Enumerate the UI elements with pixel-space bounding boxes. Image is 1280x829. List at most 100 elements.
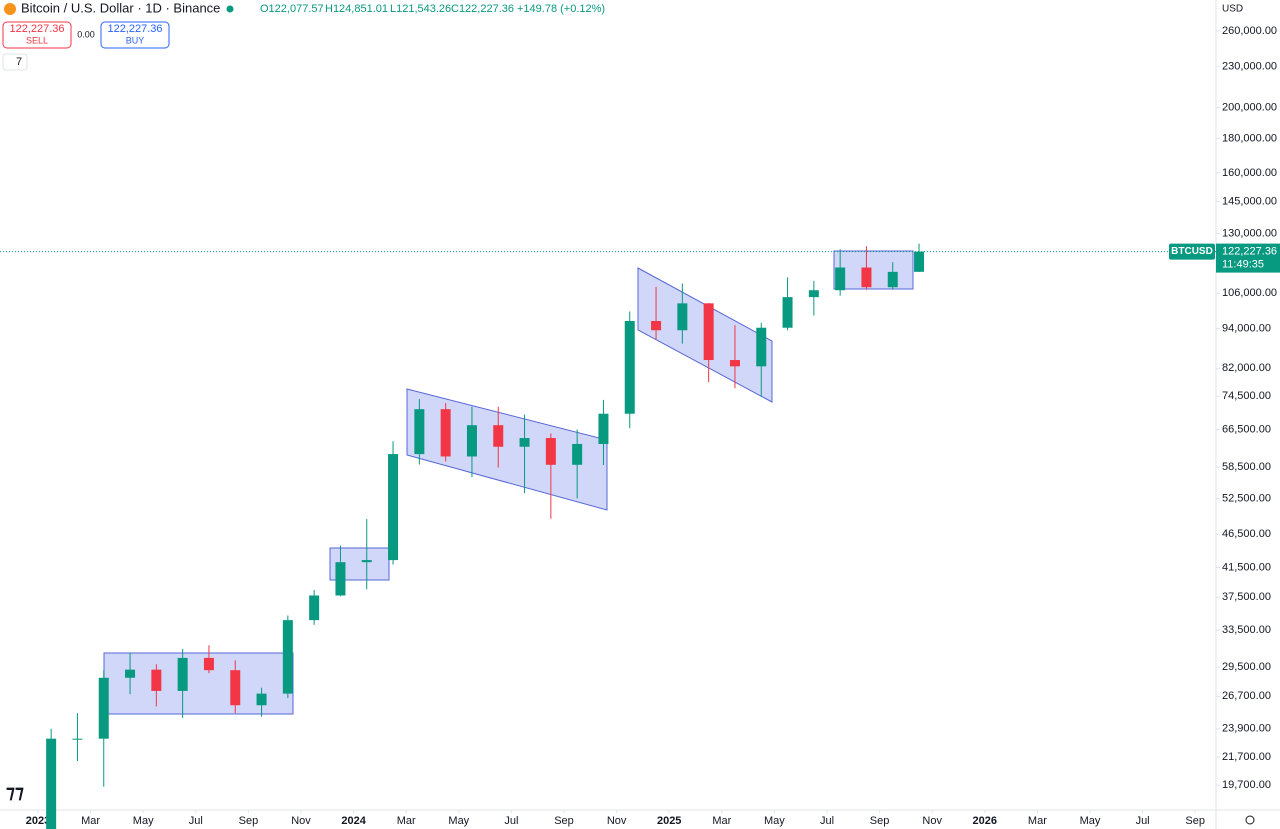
buy-price[interactable]: 122,227.36	[107, 23, 162, 35]
candle-body	[729, 360, 740, 367]
sell-label[interactable]: SELL	[26, 35, 48, 45]
candle-body	[703, 303, 714, 361]
candle-body	[414, 409, 425, 455]
settings-icon[interactable]	[1245, 815, 1255, 825]
x-tick-label: 2026	[973, 815, 997, 827]
candle-body	[72, 738, 83, 740]
candle-body	[861, 267, 872, 288]
x-tick-label: May	[764, 815, 785, 827]
x-tick-label: May	[1080, 815, 1101, 827]
y-tick-label: 46,500.00	[1222, 528, 1271, 540]
y-tick-label: 94,000.00	[1222, 322, 1271, 334]
x-tick-label: 2023	[26, 815, 50, 827]
x-tick-label: Jul	[189, 815, 203, 827]
candle-body	[388, 454, 399, 561]
ohlc-low: L121,543.26	[390, 3, 451, 15]
indicators-toggle[interactable]	[2, 53, 28, 71]
y-tick-label: 82,000.00	[1222, 362, 1271, 374]
y-tick-label: 33,500.00	[1222, 624, 1271, 636]
y-tick-label: 66,500.00	[1222, 423, 1271, 435]
y-tick-label: 37,500.00	[1222, 591, 1271, 603]
x-tick-label: Nov	[607, 815, 627, 827]
status-dot	[226, 5, 234, 13]
candle-body	[335, 562, 346, 596]
candle-body	[835, 267, 846, 291]
x-tick-label: Jul	[820, 815, 834, 827]
x-tick-label: Mar	[81, 815, 100, 827]
y-tick-label: 200,000.00	[1222, 102, 1277, 114]
y-tick-label: 21,700.00	[1222, 751, 1271, 763]
coin-icon	[4, 3, 16, 15]
symbol-tag-label: BTCUSD	[1171, 246, 1213, 257]
price-tag-value: 122,227.36	[1222, 245, 1277, 257]
ohlc-open: O122,077.57	[260, 3, 324, 15]
sell-button[interactable]	[2, 21, 72, 49]
y-tick-label: 41,500.00	[1222, 561, 1271, 573]
candle-body	[203, 657, 214, 671]
candle-body	[125, 669, 136, 678]
ohlc-high: H124,851.01	[325, 3, 388, 15]
spread: 0.00	[77, 29, 95, 39]
channel	[406, 388, 608, 511]
buy-label[interactable]: BUY	[126, 35, 145, 45]
price-tag-countdown: 11:49:35	[1222, 258, 1264, 270]
candle-body	[624, 320, 635, 414]
logo: ⁊⁊	[6, 782, 24, 802]
y-tick-label: 145,000.00	[1222, 196, 1277, 208]
y-tick-label: 29,500.00	[1222, 661, 1271, 673]
y-tick-label: 160,000.00	[1222, 167, 1277, 179]
y-tick-label: 180,000.00	[1222, 132, 1277, 144]
y-tick-label: 52,500.00	[1222, 493, 1271, 505]
buy-button[interactable]	[100, 21, 170, 49]
x-tick-label: Sep	[239, 815, 259, 827]
x-tick-label: May	[448, 815, 469, 827]
ohlc-close: C122,227.36	[451, 3, 514, 15]
candle-body	[519, 438, 530, 447]
x-tick-label: Mar	[397, 815, 416, 827]
candle-body	[282, 620, 293, 694]
candle-body	[177, 657, 188, 691]
candle-body	[151, 669, 162, 691]
candle-body	[361, 560, 372, 563]
y-tick-label: 58,500.00	[1222, 461, 1271, 473]
y-tick-label: 106,000.00	[1222, 287, 1277, 299]
x-tick-label: Sep	[554, 815, 574, 827]
x-tick-label: May	[133, 815, 154, 827]
candle-body	[98, 677, 109, 739]
candle-body	[545, 438, 556, 465]
sell-price[interactable]: 122,227.36	[9, 23, 64, 35]
y-tick-label: 19,700.00	[1222, 779, 1271, 791]
x-tick-label: 2025	[657, 815, 681, 827]
x-tick-label: Sep	[1185, 815, 1205, 827]
symbol-title: Bitcoin / U.S. Dollar · 1D · Binance	[21, 0, 220, 15]
x-tick-label: Nov	[922, 815, 942, 827]
candle-body	[914, 251, 925, 272]
ohlc-change: +149.78 (+0.12%)	[517, 3, 605, 15]
y-tick-label: 23,900.00	[1222, 723, 1271, 735]
x-tick-label: Jul	[504, 815, 518, 827]
candle-body	[440, 409, 451, 457]
candle-body	[887, 271, 898, 288]
candle-body	[677, 303, 688, 331]
x-tick-label: Jul	[1136, 815, 1150, 827]
candle-body	[651, 320, 662, 331]
indicator-count[interactable]: 7	[16, 56, 22, 68]
symbol-tag	[1169, 243, 1215, 260]
candle-body	[466, 425, 477, 457]
candle-body	[756, 327, 767, 367]
candle-body	[572, 443, 583, 465]
x-tick-label: Nov	[291, 815, 311, 827]
x-tick-label: 2024	[341, 815, 366, 827]
x-tick-label: Mar	[1028, 815, 1047, 827]
y-tick-label: 130,000.00	[1222, 227, 1277, 239]
candle-body	[309, 595, 320, 621]
range-box	[833, 250, 914, 290]
candle-body	[782, 297, 793, 328]
candle-body	[256, 693, 267, 706]
y-tick-label: 230,000.00	[1222, 61, 1277, 73]
candle-body	[493, 425, 504, 447]
currency: USD	[1222, 4, 1243, 15]
y-tick-label: 260,000.00	[1222, 25, 1277, 37]
